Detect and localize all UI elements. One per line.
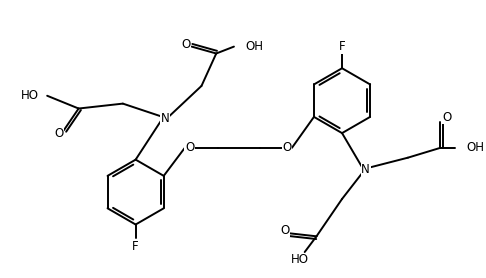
- Text: F: F: [132, 240, 139, 253]
- Text: HO: HO: [291, 253, 309, 266]
- Text: N: N: [161, 112, 170, 125]
- Text: OH: OH: [467, 141, 485, 154]
- Text: O: O: [282, 141, 292, 154]
- Text: OH: OH: [246, 40, 264, 53]
- Text: O: O: [185, 141, 194, 154]
- Text: O: O: [181, 38, 191, 51]
- Text: O: O: [280, 224, 290, 237]
- Text: O: O: [54, 126, 64, 140]
- Text: F: F: [339, 40, 346, 53]
- Text: O: O: [443, 111, 452, 124]
- Text: N: N: [361, 163, 370, 176]
- Text: HO: HO: [20, 89, 38, 102]
